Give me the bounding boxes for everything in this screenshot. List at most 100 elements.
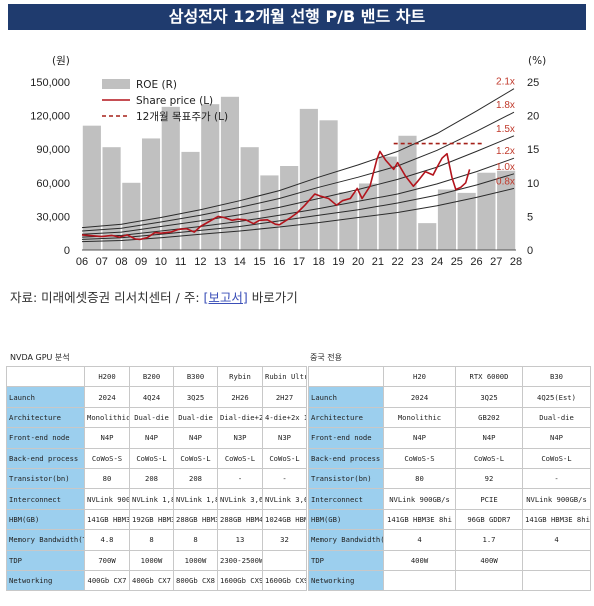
y-left-tick-label: 90,000 [36, 144, 70, 156]
x-tick-label: 16 [273, 256, 285, 268]
table-cell: 4 [522, 529, 591, 551]
table-cell: N4P [129, 427, 174, 449]
column-header: B200 [129, 365, 174, 388]
y-left-tick-label: 120,000 [30, 111, 70, 123]
x-tick-label: 12 [194, 256, 206, 268]
row-label: TDP [6, 549, 85, 571]
legend-roe-swatch [102, 79, 130, 89]
table-cell [522, 569, 591, 592]
legend-roe-label: ROE (R) [136, 79, 177, 91]
report-link[interactable]: [보고서] [203, 290, 248, 305]
table-cell: 2H26 [217, 386, 263, 408]
table-cell: NVLink 900GB/s [84, 488, 130, 510]
table-cell: NVLink 900GB/s [522, 488, 591, 510]
table-cell: 80 [383, 467, 456, 490]
table-row: TDP 400W 400W [308, 549, 591, 571]
table-cell: CoWoS-S [84, 447, 130, 469]
row-label: Networking [308, 569, 384, 592]
x-tick-label: 09 [135, 256, 147, 268]
x-tick-label: 11 [175, 256, 186, 268]
legend-price-label: Share price (L) [136, 95, 213, 107]
roe-bar-2021 [378, 156, 397, 250]
table-cell: CoWoS-L [173, 447, 218, 469]
source-suffix[interactable]: 바로가기 [247, 290, 298, 305]
source-prefix: 자료: 미래에셋증권 리서치센터 / 주: [10, 290, 204, 305]
table-row: HBM(GB) 141GB HBM3E 8hi 96GB GDDR7 141GB HB… [308, 508, 591, 531]
x-tick-label: 24 [431, 256, 443, 268]
y-left-tick-label: 0 [64, 245, 70, 257]
x-tick-label: 25 [451, 256, 463, 268]
y-left-tick-label: 60,000 [36, 178, 70, 190]
roe-bar-2023 [418, 223, 437, 250]
row-label: Interconnect [308, 488, 384, 510]
left-axis-unit: (원) [52, 55, 70, 67]
roe-bar-2010 [161, 106, 180, 250]
table-row: Transistor(bn) 80 92- [308, 467, 591, 490]
pb-band-line-1.8x [81, 111, 515, 232]
y-left-tick-label: 30,000 [36, 211, 70, 223]
table-cell: Dial-die+2xI/O [217, 406, 263, 429]
y-right-tick-label: 15 [527, 144, 539, 156]
table-cell: 2300-2500W [217, 549, 263, 571]
table-cell: 400W [383, 549, 456, 571]
table-row: Networking [308, 569, 591, 592]
table-cell: 400W [455, 549, 523, 571]
pb-band-label: 1.0x [496, 162, 515, 173]
table-cell: CoWoS-S [383, 447, 456, 469]
table-cell: NVLink 3,600GB/s [217, 488, 263, 510]
table-cell: NVLink 1,800GB/s [173, 488, 218, 510]
row-label: Architecture [6, 406, 85, 429]
table-cell: 8 [129, 529, 174, 551]
table-cell: 141GB HBM3E 8hi [522, 508, 591, 531]
table-cell [262, 549, 307, 571]
table-cell: Dual-die [173, 406, 218, 429]
table-cell: 400Gb CX7 [84, 569, 130, 592]
right-axis-unit: (%) [528, 55, 546, 67]
table-cell: 8 [173, 529, 218, 551]
y-left-tick-label: 150,000 [30, 77, 70, 89]
table-row: Front-end node N4P N4P N4P [308, 427, 591, 449]
x-tick-label: 07 [96, 256, 108, 268]
x-tick-label: 22 [392, 256, 404, 268]
legend-target-label: 12개월 목표주가 (L) [136, 111, 228, 123]
table-cell: N4P [522, 427, 591, 449]
pb-band-chart: 2.1x 1.8x 1.5x 1.2x 1.0x 0.8x 0 30,000 60,000 90… [30, 55, 546, 268]
table-cell: 192GB HBM3E [129, 508, 174, 531]
table-cell: 208 [173, 467, 218, 490]
table-cell: 400Gb CX7 [129, 569, 174, 592]
column-header: H20 [383, 365, 456, 388]
table-row: Networking 400Gb CX7 400Gb CX7 800Gb CX8 160… [6, 569, 307, 592]
pb-band-label: 1.2x [496, 146, 515, 157]
nvda-table-caption: NVDA GPU 분석 [10, 353, 70, 362]
table-cell: 2H27 [262, 386, 307, 408]
column-header: Rybin [217, 365, 263, 388]
table-cell: NVLink 1,800GB/s [129, 488, 174, 510]
table-cell: 32 [262, 529, 307, 551]
table-cell: 288GB HBM3E 12 hi x 8 [173, 508, 218, 531]
roe-bar-2016 [280, 166, 299, 250]
roe-bar-2012 [201, 104, 220, 251]
pb-band-label: 0.8x [496, 176, 515, 187]
table-cell: 3Q25 [455, 386, 523, 408]
table-row: Transistor(bn) 80 208 208- - [6, 467, 307, 490]
x-tick-label: 28 [510, 256, 522, 268]
table-cell: 96GB GDDR7 [455, 508, 523, 531]
x-tick-label: 17 [293, 256, 305, 268]
row-label: Transistor(bn) [308, 467, 384, 490]
table-corner-cell [6, 365, 85, 388]
table-cell: 1000W [173, 549, 218, 571]
table-cell: 800Gb CX8 [173, 569, 218, 592]
table-cell: 1.7 [455, 529, 523, 551]
chart-panel: 삼성전자 12개월 선행 P/B 밴드 차트 2.1x 1.8x 1.5x 1.2x 1… [0, 0, 594, 270]
y-right-tick-label: 10 [527, 178, 539, 190]
table-row: Launch 2024 3Q25 4Q25(Est) [308, 386, 591, 408]
row-label: Memory Bandwidth(TB/s) [308, 529, 384, 551]
row-label: TDP [308, 549, 384, 571]
table-cell: 288GB HBM4 12 hi x 8 [217, 508, 263, 531]
table-row: Launch 2024 4Q24 3Q25 2H26 2H27 [6, 386, 307, 408]
pb-band-line-1.0x [81, 173, 515, 240]
table-cell: 4Q25(Est) [522, 386, 591, 408]
table-cell: Monolithic [383, 406, 456, 429]
y-right-tick-label: 0 [527, 245, 533, 257]
